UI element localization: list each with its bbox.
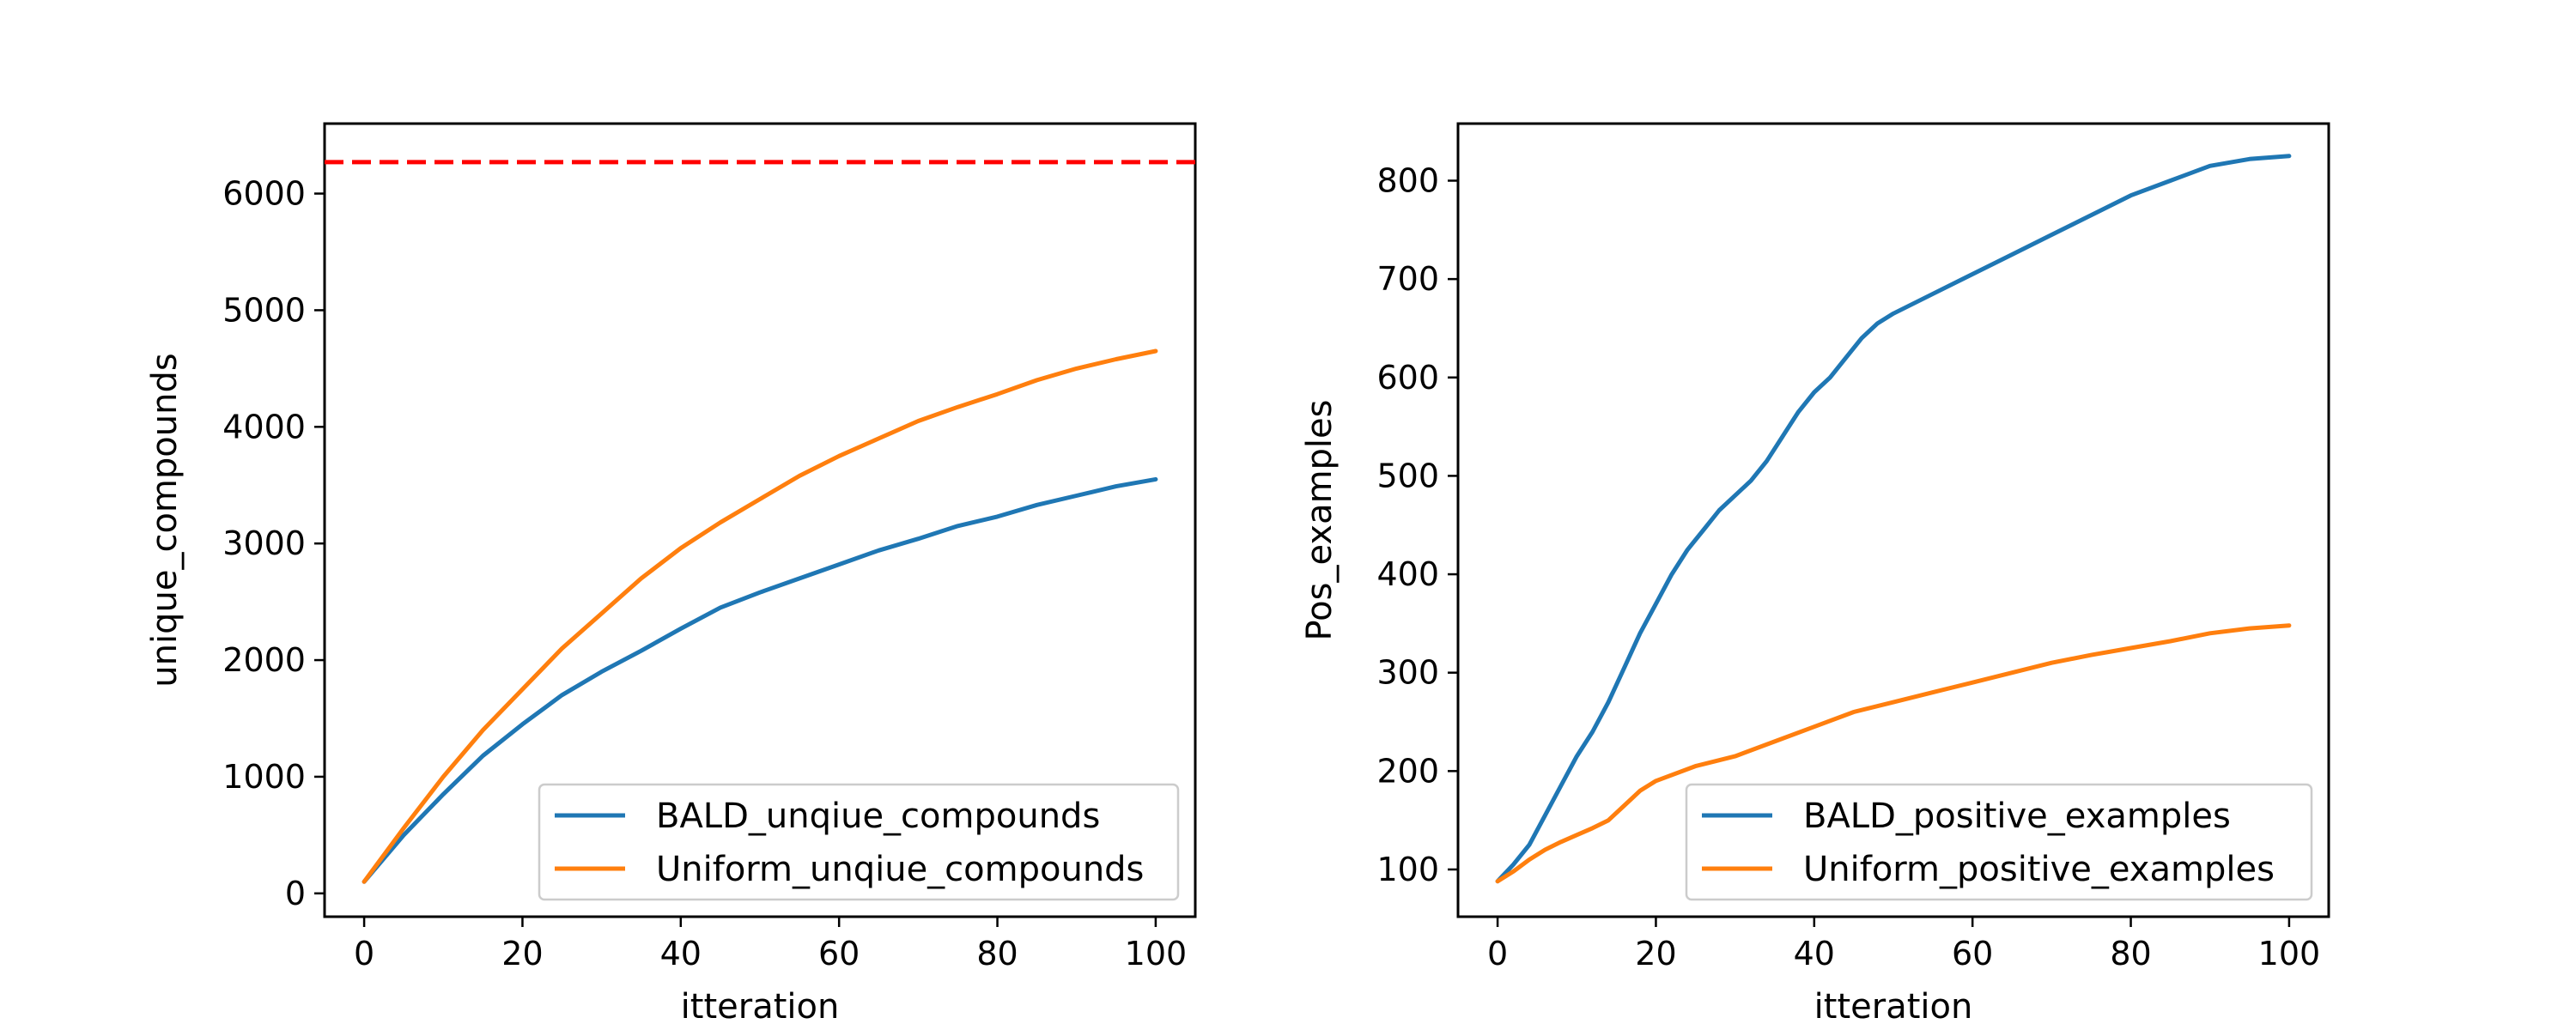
legend-label: Uniform_unqiue_compounds: [656, 850, 1144, 889]
legend: BALD_positive_examples Uniform_positive_e…: [1685, 783, 2313, 901]
y-axis-label: Pos_examples: [1300, 399, 1340, 640]
x-tick-label: 0: [1487, 935, 1508, 972]
axes-frame: [1456, 122, 2330, 918]
y-tick-label: 200: [1376, 752, 1439, 790]
x-tick-label: 80: [2110, 935, 2151, 972]
y-tick-label: 700: [1376, 260, 1439, 298]
series-line-2: [1495, 623, 2292, 884]
y-tick-label: 6000: [222, 175, 306, 213]
legend-label: BALD_unqiue_compounds: [656, 797, 1100, 836]
series-line-1: [1495, 154, 2292, 884]
x-tick-label: 80: [976, 935, 1018, 972]
legend-box: [1685, 783, 2313, 901]
legend-label: BALD_positive_examples: [1803, 797, 2231, 836]
y-tick-label: 3000: [222, 524, 306, 562]
x-axis-label: itteration: [681, 987, 840, 1027]
x-tick-label: 100: [1125, 935, 1188, 972]
axes-frame: [323, 122, 1197, 918]
y-tick-label: 4000: [222, 408, 306, 445]
legend: BALD_unqiue_compounds Uniform_unqiue_comp…: [538, 783, 1180, 901]
y-tick-label: 2000: [222, 641, 306, 679]
left-chart-panel: 0 20 40 60 80 1000100020003000400050006000itt…: [145, 122, 1197, 1027]
x-tick-label: 20: [1635, 935, 1676, 972]
y-tick-label: 500: [1376, 457, 1439, 494]
x-tick-label: 20: [501, 935, 543, 972]
series-line-1: [361, 476, 1158, 884]
x-tick-label: 40: [1794, 935, 1835, 972]
x-tick-label: 60: [818, 935, 860, 972]
x-axis-label: itteration: [1814, 987, 1973, 1027]
y-tick-label: 600: [1376, 359, 1439, 397]
legend-box: [538, 783, 1180, 901]
legend-label: Uniform_positive_examples: [1803, 850, 2275, 889]
x-tick-label: 60: [1952, 935, 1993, 972]
x-tick-label: 40: [660, 935, 702, 972]
x-tick-label: 0: [354, 935, 374, 972]
right-chart-panel: 0 20 40 60 80 100 100 200 300 400 500 600 700 800 itte…: [1300, 122, 2330, 1027]
y-tick-label: 400: [1376, 555, 1439, 593]
series-line-2: [361, 348, 1158, 884]
y-tick-label: 800: [1376, 161, 1439, 199]
y-tick-label: 1000: [222, 758, 306, 796]
y-tick-label: 100: [1376, 851, 1439, 888]
x-tick-label: 100: [2258, 935, 2321, 972]
y-axis-label: unique_compounds: [145, 353, 185, 687]
y-tick-label: 5000: [222, 291, 306, 329]
y-tick-label: 300: [1376, 654, 1439, 692]
y-tick-label: 0: [285, 875, 306, 912]
